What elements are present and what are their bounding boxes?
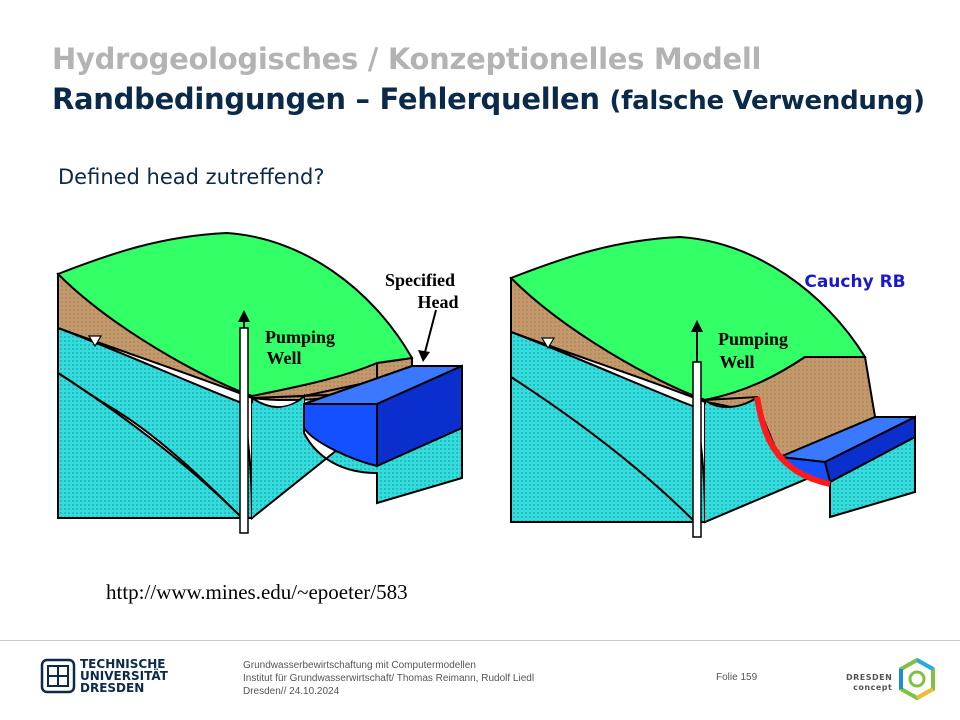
label-well: Well bbox=[267, 348, 302, 368]
footer-info: Grundwasserbewirtschaftung mit Computerm… bbox=[243, 660, 535, 697]
label-pumping: Pumping bbox=[718, 329, 788, 349]
slide-subtitle: Defined head zutreffend? bbox=[58, 165, 325, 189]
pumping-well bbox=[239, 327, 249, 534]
title-line-2-paren: (falsche Verwendung) bbox=[609, 86, 925, 116]
title-line-2-main: Randbedingungen – Fehlerquellen bbox=[52, 82, 600, 116]
title-line-1: Hydrogeologisches / Konzeptionelles Mode… bbox=[52, 42, 762, 76]
footer-divider bbox=[0, 640, 960, 641]
source-url[interactable]: http://www.mines.edu/~epoeter/583 bbox=[106, 580, 408, 604]
title-line-2: Randbedingungen – Fehlerquellen (falsche… bbox=[52, 82, 925, 116]
water-table-marker bbox=[540, 337, 556, 350]
dresden-concept-logo-icon bbox=[899, 658, 935, 700]
ground-surface bbox=[56, 231, 414, 398]
water-table-marker bbox=[87, 335, 103, 348]
label-pumping: Pumping bbox=[265, 327, 335, 347]
label-specified: Specified bbox=[385, 270, 455, 290]
pumping-well bbox=[692, 361, 702, 538]
label-head: Head bbox=[417, 292, 458, 312]
tu-dresden-wordmark: TECHNISCHE UNIVERSITÄT DRESDEN bbox=[80, 657, 168, 695]
slide-number: Folie 159 bbox=[716, 672, 758, 683]
diagram-specified-head: Pumping Well Specified Head bbox=[56, 231, 463, 534]
tu-dresden-logo-icon bbox=[40, 658, 76, 694]
dresden-concept-wordmark: DRESDEN concept bbox=[846, 673, 893, 692]
diagram-cauchy-boundary: Pumping Well Cauchy RB bbox=[509, 235, 916, 538]
label-cauchy-rb: Cauchy RB bbox=[804, 272, 905, 292]
cauchy-boundary-line bbox=[754, 396, 831, 487]
label-well: Well bbox=[720, 352, 755, 372]
